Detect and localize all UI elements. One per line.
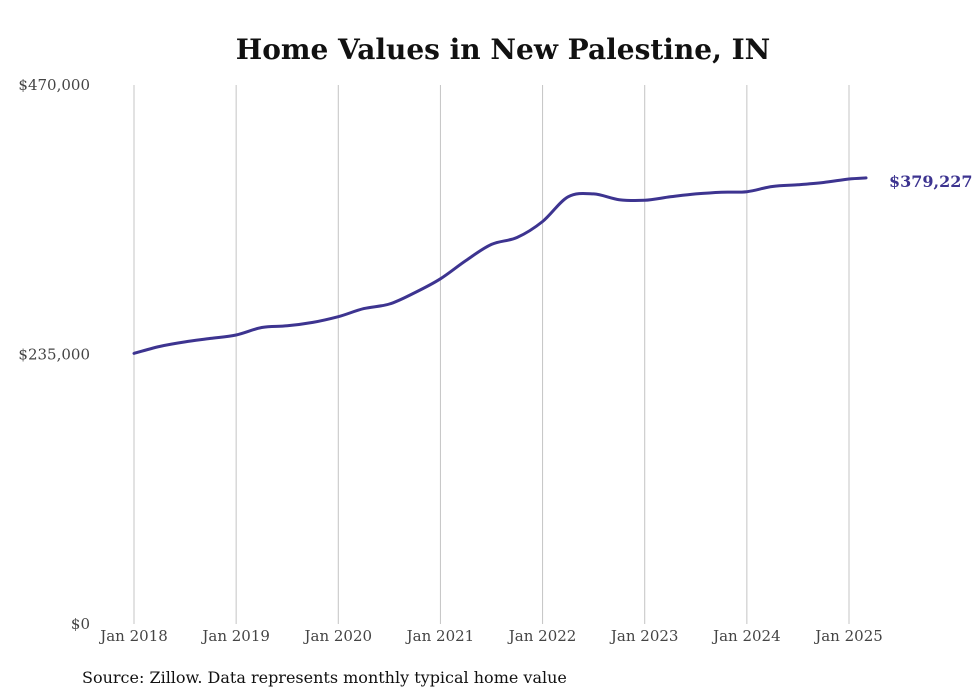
x-tick-label: Jan 2025 <box>813 627 883 645</box>
y-tick-label: $235,000 <box>18 346 90 364</box>
series-line-0 <box>132 176 868 355</box>
gridlines <box>133 85 850 624</box>
y-axis-ticks: $0 $235,000 $470,000 <box>18 76 90 633</box>
x-tick-label: Jan 2018 <box>98 627 168 645</box>
x-tick-label: Jan 2022 <box>507 627 577 645</box>
x-tick-label: Jan 2020 <box>303 627 373 645</box>
x-tick-label: Jan 2024 <box>711 627 781 645</box>
x-tick-label: Jan 2019 <box>200 627 270 645</box>
source-note: Source: Zillow. Data represents monthly … <box>82 668 567 687</box>
end-value-label: $379,227 <box>889 172 973 191</box>
y-tick-label: $470,000 <box>18 76 90 94</box>
x-tick-label: Jan 2023 <box>609 627 679 645</box>
series-group <box>132 176 868 355</box>
chart-title: Home Values in New Palestine, IN <box>236 33 771 66</box>
x-axis-ticks: Jan 2018 Jan 2019 Jan 2020 Jan 2021 Jan 2022… <box>98 627 883 645</box>
y-tick-label: $0 <box>71 615 90 633</box>
x-tick-label: Jan 2021 <box>405 627 475 645</box>
